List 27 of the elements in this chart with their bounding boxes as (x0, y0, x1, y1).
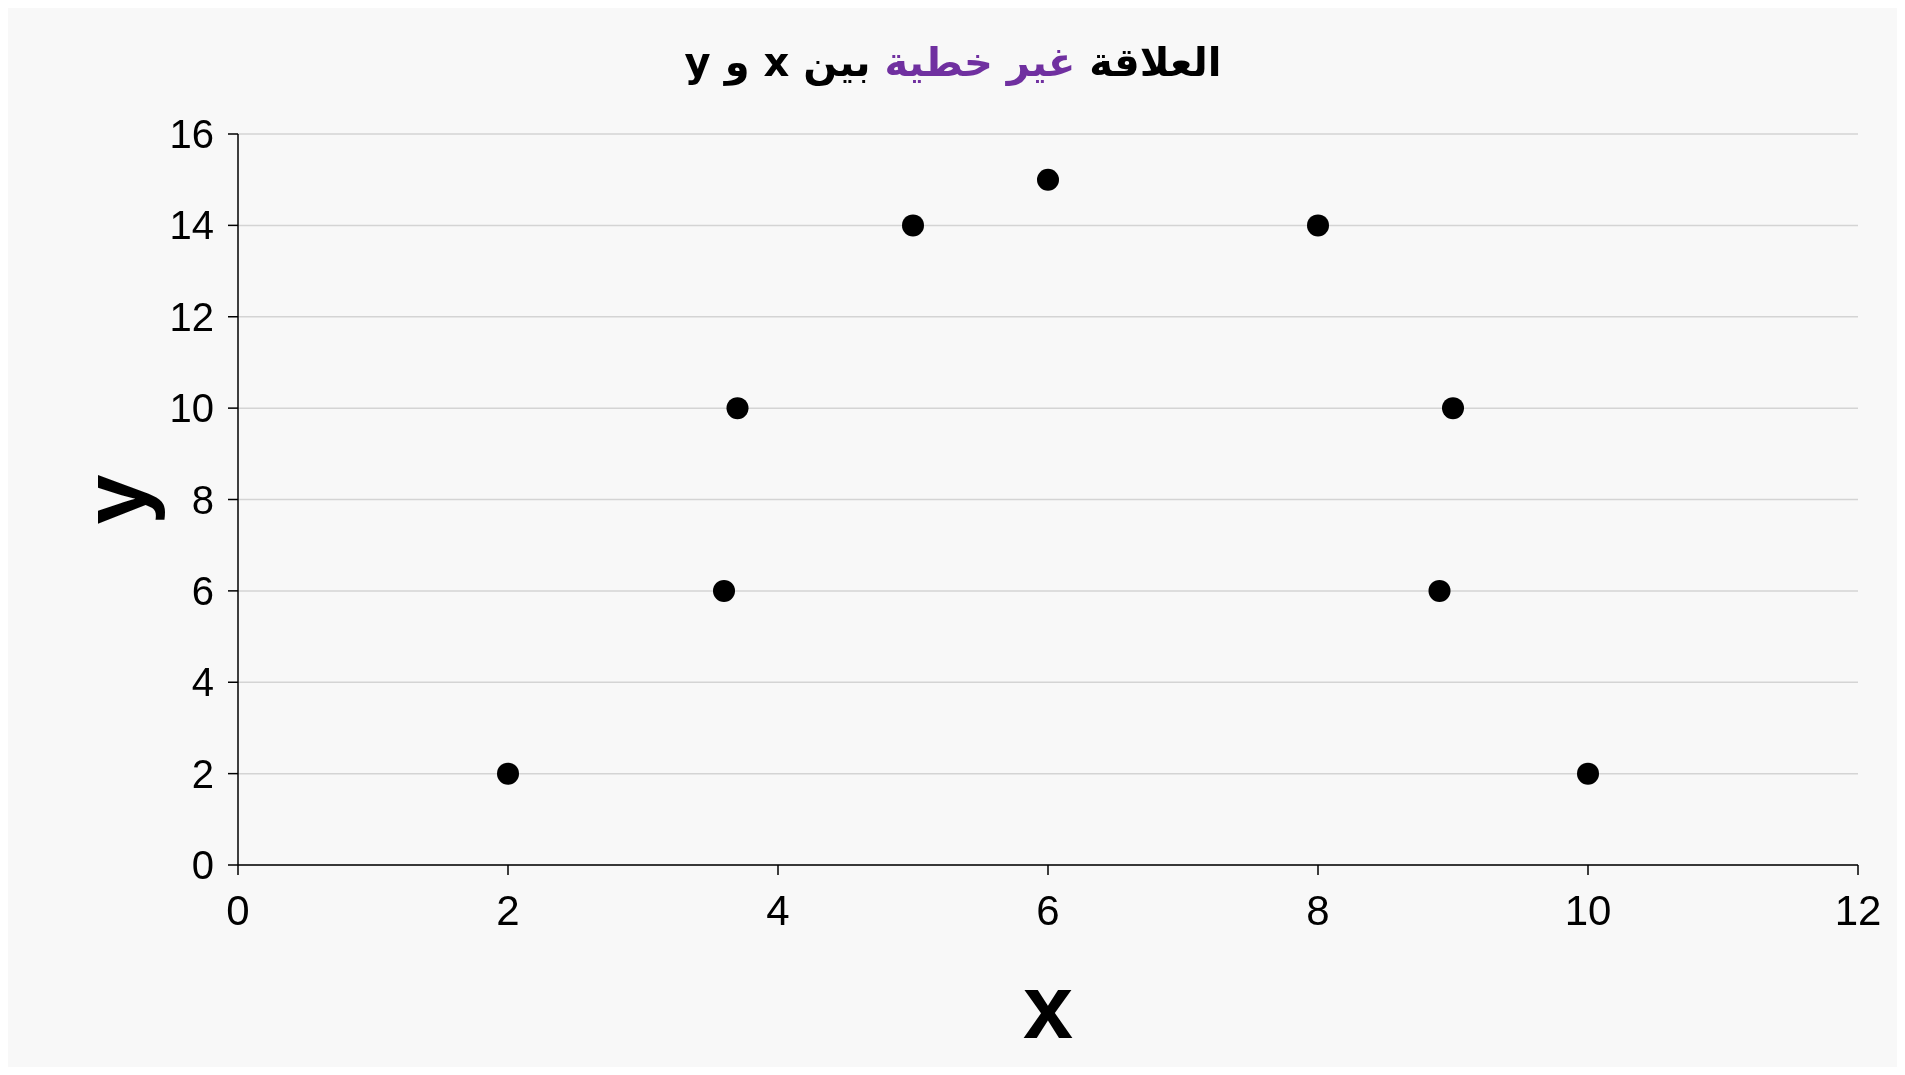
y-tick-label: 8 (191, 477, 214, 522)
point (1307, 214, 1329, 237)
x-tick-label: 12 (1834, 887, 1882, 934)
point (1037, 168, 1059, 191)
x-tick-label: 4 (766, 887, 790, 934)
y-axis-title: y (65, 474, 165, 525)
point (726, 397, 749, 420)
x-tick-label: 8 (1306, 887, 1330, 934)
y-tick-label: 14 (169, 203, 214, 248)
y-tick-label: 6 (191, 568, 214, 613)
point (1442, 397, 1464, 420)
point (1577, 762, 1599, 785)
x-tick-label: 10 (1564, 887, 1612, 934)
y-tick-label: 2 (191, 751, 214, 796)
point (902, 214, 924, 237)
point (713, 579, 735, 602)
y-tick-label: 16 (169, 112, 214, 156)
point (1428, 579, 1451, 602)
x-tick-label: 6 (1036, 887, 1060, 934)
y-tick-label: 4 (191, 660, 214, 705)
y-tick-label: 10 (169, 386, 214, 431)
x-axis-title: x (1022, 957, 1074, 1057)
x-tick-label: 2 (496, 887, 520, 934)
point (497, 762, 519, 785)
y-tick-label: 0 (191, 843, 214, 887)
y-tick-label: 12 (169, 294, 214, 339)
x-tick-label: 0 (226, 887, 250, 934)
